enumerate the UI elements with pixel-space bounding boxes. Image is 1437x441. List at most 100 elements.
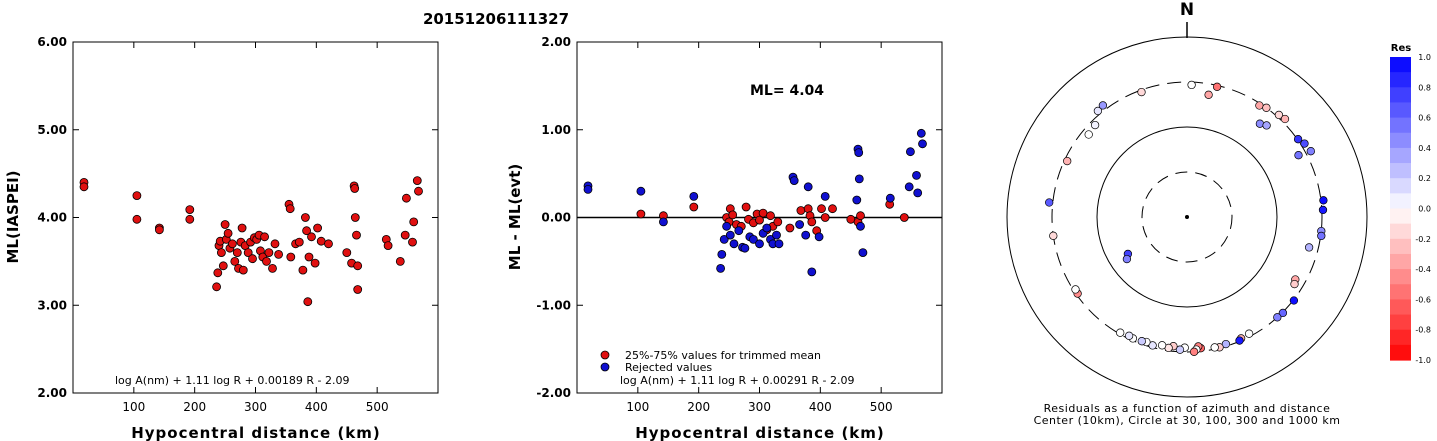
data-point-series-1 (717, 249, 727, 259)
legend-label-trimmed: 25%-75% values for trimmed mean (625, 349, 821, 362)
data-point-series-1 (807, 267, 817, 277)
ring-30km (1141, 171, 1233, 263)
colorbar-title: Res (1391, 43, 1411, 54)
data-point-series-0 (268, 263, 277, 273)
data-point-series-0 (409, 217, 419, 227)
data-point-series-1 (719, 234, 729, 244)
data-point-series-1 (659, 217, 668, 227)
data-point-series-0 (216, 248, 226, 258)
y-tick-label: 1.00 (541, 123, 571, 137)
station-residual-point (1212, 82, 1222, 91)
axis-ticks-2: 100 200 300 400 500 2.00 1.00 0.00 -1.00 -2.00 (536, 35, 942, 414)
data-point-series-1 (918, 139, 927, 149)
data-point-series-0 (689, 202, 699, 212)
colorbar-cells (1390, 57, 1411, 361)
colorbar-tick-label: -0.8 (1415, 326, 1431, 335)
colorbar-cell (1390, 72, 1411, 88)
colorbar-tick-labels: 1.0 0.8 0.6 0.4 0.2 0.0 -0.2 -0.4 -0.6 -0.8 -1.0 (1415, 53, 1431, 365)
station-residual-point (1045, 198, 1054, 207)
data-point-series-0 (383, 241, 393, 251)
data-point-series-0 (773, 217, 783, 227)
x-tick-label: 400 (809, 400, 832, 414)
station-residual-point (1137, 87, 1146, 97)
y-tick-label: -2.00 (536, 386, 571, 400)
station-residual-point (1093, 106, 1103, 116)
colorbar-tick-label: -0.2 (1415, 235, 1431, 244)
ml-annotation: ML= 4.04 (750, 83, 824, 99)
data-point-series-0 (414, 186, 423, 196)
station-residual-point (1148, 341, 1157, 350)
data-point-series-1 (852, 195, 862, 205)
station-residual-point (1137, 337, 1146, 346)
station-residual-point (1273, 313, 1282, 322)
data-point-series-0 (310, 258, 320, 268)
ring-1000km (1006, 36, 1368, 398)
x-tick-label: 500 (870, 400, 893, 414)
station-residual-point (1300, 139, 1309, 148)
data-point-series-0 (412, 176, 422, 186)
data-point-series-0 (741, 202, 751, 212)
formula-1: log A(nm) + 1.11 log R + 0.00189 R - 2.0… (115, 374, 349, 387)
station-residual-point (1255, 119, 1265, 128)
data-point-series-1 (722, 221, 731, 231)
ring-100km (1096, 126, 1278, 308)
residual-colorbar: Res 1.0 0.8 0.6 0.4 0.2 0.0 -0.2 -0.4 -0.6 -0.8 -1… (1390, 43, 1431, 365)
data-point-series-0 (285, 204, 295, 214)
station-residual-point (1293, 135, 1303, 144)
data-point-series-1 (789, 176, 799, 186)
data-point-series-1 (820, 191, 830, 201)
y-axis-label-1: ML(IASPEI) (4, 170, 22, 263)
panel-ml-residual: 100 200 300 400 500 2.00 1.00 0.00 -1.00 -2.00 ML… (506, 35, 943, 441)
ring-300km (1051, 81, 1323, 353)
data-point-series-0 (353, 261, 363, 271)
x-tick-label: 100 (626, 400, 649, 414)
data-point-series-0 (313, 223, 323, 233)
data-point-series-0 (185, 205, 195, 215)
station-residual-points (1045, 80, 1328, 356)
colorbar-cell (1390, 344, 1411, 361)
colorbar-cell (1390, 269, 1411, 285)
data-point-series-1 (803, 182, 813, 192)
data-point-series-0 (243, 248, 253, 258)
data-point-series-0 (785, 223, 795, 233)
data-point-series-0 (807, 217, 817, 227)
colorbar-cell (1390, 178, 1411, 194)
data-point-series-0 (260, 232, 270, 242)
colorbar-cell (1390, 299, 1411, 316)
station-residual-point (1274, 110, 1284, 120)
data-point-series-0 (755, 215, 764, 225)
data-point-series-0 (395, 256, 405, 266)
station-residual-point (1090, 120, 1100, 130)
data-points-1 (79, 176, 423, 307)
x-tick-label: 200 (687, 400, 710, 414)
data-point-series-1 (856, 221, 865, 231)
data-point-series-1 (636, 186, 646, 196)
data-point-series-0 (237, 223, 247, 233)
data-point-series-0 (132, 214, 142, 224)
data-point-series-0 (212, 282, 222, 292)
x-tick-label: 300 (244, 400, 267, 414)
station-residual-point (1116, 328, 1125, 337)
north-label: N (1180, 0, 1194, 20)
colorbar-cell (1390, 193, 1411, 210)
colorbar-tick-label: 0.2 (1418, 174, 1431, 183)
station-residual-point (1289, 296, 1299, 305)
data-point-series-0 (154, 225, 164, 235)
colorbar-cell (1390, 238, 1411, 255)
epicenter-marker (1185, 215, 1189, 219)
station-residual-point (1157, 341, 1167, 350)
station-residual-point (1306, 147, 1315, 156)
data-point-series-0 (274, 249, 284, 259)
data-point-series-1 (854, 148, 864, 158)
y-tick-label: 2.00 (37, 386, 67, 400)
data-point-series-1 (912, 170, 921, 180)
data-point-series-0 (766, 211, 775, 221)
y-tick-label: 5.00 (37, 123, 67, 137)
colorbar-cell (1390, 147, 1411, 164)
x-axis-label-1: Hypocentral distance (km) (131, 424, 381, 441)
colorbar-tick-label: -0.6 (1415, 295, 1431, 304)
data-point-series-1 (774, 239, 784, 249)
data-point-series-1 (904, 182, 914, 192)
data-point-series-0 (248, 254, 257, 264)
y-tick-label: -1.00 (536, 298, 571, 312)
